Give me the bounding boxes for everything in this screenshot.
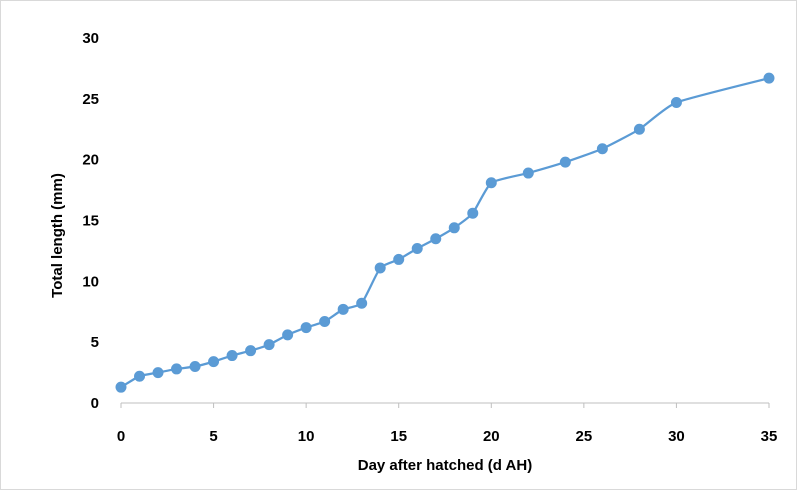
x-axis-ticks bbox=[120, 403, 770, 408]
data-point bbox=[633, 123, 645, 135]
x-tick-label: 15 bbox=[390, 428, 407, 445]
y-tick-label: 25 bbox=[82, 91, 99, 108]
data-point bbox=[411, 242, 423, 254]
data-point bbox=[319, 315, 331, 327]
data-point bbox=[115, 381, 127, 393]
data-point bbox=[596, 143, 608, 155]
x-axis-tick-labels: 0 5 10 15 20 25 30 35 bbox=[117, 428, 778, 445]
data-point bbox=[559, 156, 571, 168]
y-tick-label: 15 bbox=[82, 213, 99, 230]
y-tick-label: 0 bbox=[91, 395, 99, 412]
data-point bbox=[134, 370, 146, 382]
y-tick-label: 5 bbox=[91, 334, 99, 351]
data-point bbox=[356, 297, 368, 309]
data-point bbox=[263, 339, 275, 351]
data-point bbox=[300, 322, 312, 334]
x-axis-title: Day after hatched (d AH) bbox=[358, 457, 532, 474]
x-tick-label: 35 bbox=[761, 428, 778, 445]
y-tick-label: 10 bbox=[82, 273, 99, 290]
data-point bbox=[208, 356, 220, 368]
x-tick-label: 30 bbox=[668, 428, 685, 445]
data-point bbox=[152, 367, 164, 379]
data-point bbox=[467, 207, 479, 219]
x-tick-label: 10 bbox=[298, 428, 315, 445]
data-point bbox=[393, 253, 405, 265]
data-point bbox=[226, 350, 238, 362]
data-point bbox=[430, 233, 442, 245]
data-point bbox=[171, 363, 183, 375]
data-point bbox=[448, 222, 460, 234]
data-point bbox=[522, 167, 534, 179]
data-point bbox=[245, 345, 257, 357]
data-point bbox=[670, 96, 682, 108]
x-tick-label: 5 bbox=[209, 428, 217, 445]
y-tick-label: 30 bbox=[82, 30, 99, 47]
data-point bbox=[763, 72, 775, 84]
data-point bbox=[282, 329, 294, 341]
x-tick-label: 20 bbox=[483, 428, 500, 445]
data-point bbox=[374, 262, 386, 274]
series-line bbox=[119, 77, 771, 389]
data-point bbox=[189, 361, 201, 372]
series-layer bbox=[115, 72, 775, 393]
y-axis-title: Total length (mm) bbox=[49, 173, 66, 298]
y-tick-label: 20 bbox=[82, 152, 99, 169]
data-point bbox=[485, 177, 497, 189]
x-tick-label: 0 bbox=[117, 428, 125, 445]
y-axis-tick-labels: 0 5 10 15 20 25 30 bbox=[82, 30, 99, 412]
x-tick-label: 25 bbox=[576, 428, 593, 445]
data-point bbox=[337, 303, 349, 315]
